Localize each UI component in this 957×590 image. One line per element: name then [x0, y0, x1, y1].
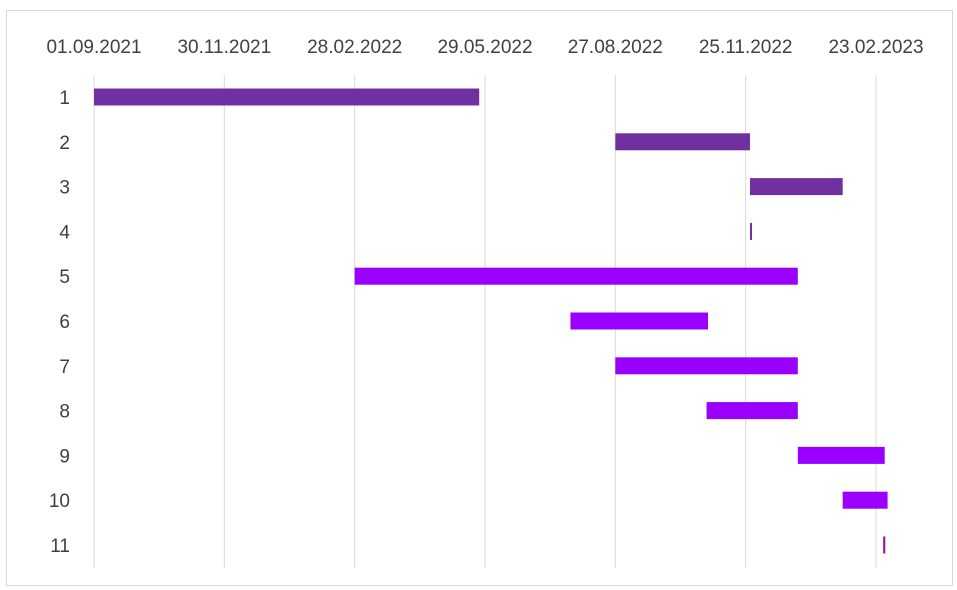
y-category-label: 8	[59, 402, 70, 423]
task-bar-4	[750, 222, 753, 240]
task-bar-8	[706, 402, 798, 420]
y-category-label: 9	[59, 446, 70, 467]
gridlines	[93, 75, 877, 568]
y-category-label: 4	[59, 222, 70, 243]
task-bar-2	[615, 133, 751, 151]
chart-frame	[6, 10, 953, 586]
y-category-label: 11	[50, 536, 70, 557]
task-bars	[94, 88, 888, 554]
y-category-label: 5	[59, 267, 70, 288]
y-category-label: 2	[59, 133, 70, 154]
y-category-label: 1	[59, 88, 70, 109]
x-tick-label: 01.09.2021	[46, 37, 141, 58]
x-tick-label: 27.08.2022	[568, 37, 663, 58]
task-bar-5	[354, 267, 798, 285]
y-category-label: 6	[59, 312, 70, 333]
y-category-label: 10	[49, 491, 70, 512]
task-bar-6	[570, 312, 709, 330]
y-category-label: 7	[59, 357, 70, 378]
x-tick-label: 30.11.2021	[177, 37, 271, 58]
task-bar-3	[750, 178, 843, 196]
task-bar-9	[797, 446, 885, 464]
x-tick-label: 28.02.2022	[307, 37, 402, 58]
task-bar-7	[615, 357, 798, 375]
x-tick-label: 23.02.2023	[828, 37, 923, 58]
task-bar-11	[883, 536, 886, 554]
y-category-label: 3	[59, 178, 70, 199]
y-axis-category-labels: 1 2 3 4 5 6 7 8 9 10 11	[49, 88, 71, 557]
task-bar-1	[94, 88, 480, 106]
x-tick-label: 25.11.2022	[699, 37, 793, 58]
x-tick-label: 29.05.2022	[437, 37, 532, 58]
x-axis-tick-labels: 01.09.2021 30.11.2021 28.02.2022 29.05.2022…	[46, 37, 923, 58]
task-bar-10	[842, 491, 888, 509]
